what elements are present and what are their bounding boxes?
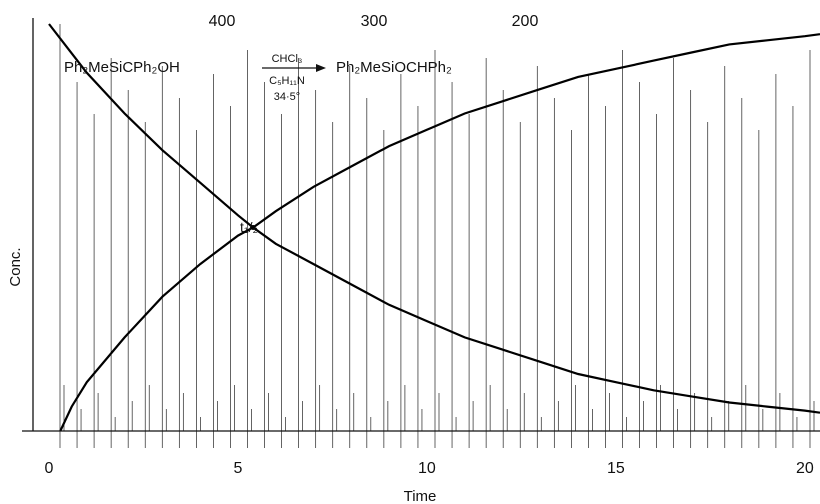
x-tick-label: 5 (234, 460, 243, 477)
top-scale-label: 300 (361, 13, 388, 30)
top-scale-label: 400 (209, 13, 236, 30)
top-scale-label: 200 (512, 13, 539, 30)
x-tick-label: 10 (418, 460, 436, 477)
half-life-point (250, 225, 256, 230)
temperature-label: 34·5° (274, 91, 300, 103)
reagent-bottom: C₅H₁₁N (269, 75, 305, 87)
product-growth-curve (59, 33, 820, 432)
reaction-arrow-head (316, 64, 326, 72)
y-axis-label: Conc. (7, 247, 24, 286)
x-tick-label: 20 (796, 460, 814, 477)
x-axis-label: Time (404, 488, 437, 504)
half-life-label: t₁/₂ (240, 219, 258, 235)
nmr-scan-lines (59, 24, 815, 448)
x-tick-label: 0 (45, 460, 54, 477)
x-tick-label: 15 (607, 460, 625, 477)
top-scale-labels: 400 300 200 (209, 13, 539, 30)
reactant-formula: Ph₂MeSiCPh₂OH (64, 59, 180, 76)
x-tick-labels: 0 5 10 15 20 (45, 460, 814, 477)
concentration-curves (48, 23, 820, 432)
product-formula: Ph₂MeSiOCHPh₂ (336, 59, 452, 76)
reactant-decay-curve (48, 23, 820, 414)
reagent-top: CHCl₃ (272, 53, 303, 65)
